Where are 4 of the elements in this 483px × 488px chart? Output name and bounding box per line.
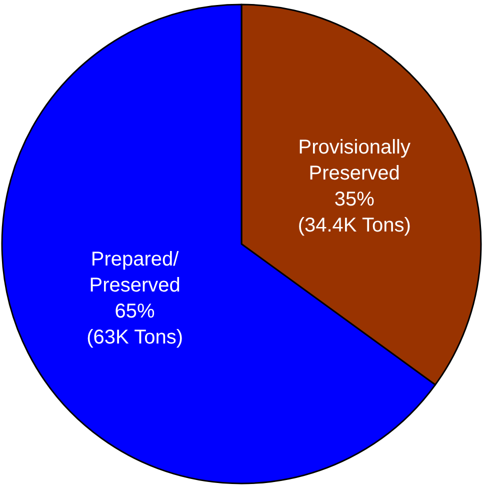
slice-label: Prepared/ Preserved (89, 248, 180, 296)
data-label: 65% (63K Tons) (86, 300, 183, 348)
slice-label: Provisionally Preserved (298, 136, 410, 184)
data-label: 35% (34.4K Tons) (298, 188, 411, 236)
